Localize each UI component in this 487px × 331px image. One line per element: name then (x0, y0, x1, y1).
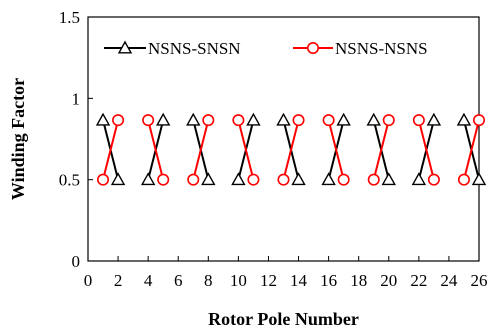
data-point (457, 173, 470, 186)
x-tick-label: 14 (290, 271, 308, 290)
y-tick-label: 1.5 (59, 8, 80, 27)
x-tick-label: 2 (114, 271, 123, 290)
data-point (142, 114, 155, 127)
series-line-segment (327, 119, 345, 180)
axis-ticks: 00.511.50 2 4 6 8 10 12 14 16 18 20 22 24 26 (59, 8, 487, 290)
data-point (321, 172, 336, 186)
data-point (456, 112, 472, 126)
data-point (367, 173, 380, 186)
x-tick-label: 6 (174, 271, 183, 290)
data-point (112, 114, 125, 127)
data-point (471, 172, 487, 186)
legend: NSNS-SNSN NSNS-NSNS (104, 39, 428, 58)
x-tick-label: 12 (260, 271, 277, 290)
legend-label: NSNS-NSNS (335, 39, 428, 58)
series-line-segment (147, 119, 165, 180)
y-axis-title: Winding Factor (8, 78, 28, 200)
x-tick-label: 20 (380, 271, 397, 290)
series-line-segment (282, 119, 300, 180)
data-point (427, 173, 440, 186)
series-layer (95, 112, 487, 186)
data-point (382, 114, 395, 127)
x-tick-label: 10 (230, 271, 247, 290)
series-1 (95, 112, 487, 186)
data-point (95, 112, 111, 126)
x-axis-title: Rotor Pole Number (208, 309, 359, 329)
data-point (276, 112, 291, 126)
series-line-segment (192, 119, 210, 180)
data-point (277, 173, 290, 186)
legend-label: NSNS-SNSN (148, 39, 241, 58)
x-tick-label: 26 (471, 271, 487, 290)
data-point (186, 112, 201, 126)
series-line-segment (237, 119, 255, 180)
series-line-segment (102, 119, 120, 180)
data-point (140, 172, 156, 186)
x-tick-label: 8 (204, 271, 213, 290)
y-tick-label: 0.5 (59, 171, 80, 190)
data-point (156, 112, 171, 126)
data-point (187, 173, 200, 186)
x-tick-label: 0 (84, 271, 93, 290)
data-point (291, 172, 306, 186)
legend-marker (306, 41, 319, 54)
series-line-segment (417, 119, 435, 180)
y-tick-label: 0 (72, 252, 81, 271)
data-point (411, 172, 427, 186)
data-point (292, 114, 305, 127)
data-point (337, 173, 350, 186)
data-point (366, 112, 381, 126)
data-point (110, 172, 126, 186)
y-tick-label: 1 (72, 89, 81, 108)
data-point (246, 112, 261, 126)
data-point (322, 114, 335, 127)
data-point (202, 114, 215, 127)
x-tick-label: 22 (410, 271, 427, 290)
legend-marker (117, 40, 133, 54)
data-point (97, 173, 110, 186)
x-tick-label: 16 (320, 271, 337, 290)
data-point (426, 112, 442, 126)
x-tick-label: 18 (350, 271, 367, 290)
plot-area (87, 16, 480, 262)
data-point (231, 172, 246, 186)
series-2 (97, 114, 485, 186)
x-tick-label: 24 (440, 271, 458, 290)
data-point (232, 114, 245, 127)
data-point (472, 114, 485, 127)
data-point (157, 173, 170, 186)
data-point (247, 173, 260, 186)
data-point (412, 114, 425, 127)
series-line-segment (462, 119, 480, 180)
legend-entry-2: NSNS-NSNS (293, 39, 428, 58)
series-line-segment (372, 119, 390, 180)
data-point (336, 112, 351, 126)
x-tick-label: 4 (144, 271, 153, 290)
data-point (201, 172, 216, 186)
data-point (381, 172, 396, 186)
legend-entry-1: NSNS-SNSN (104, 39, 241, 58)
